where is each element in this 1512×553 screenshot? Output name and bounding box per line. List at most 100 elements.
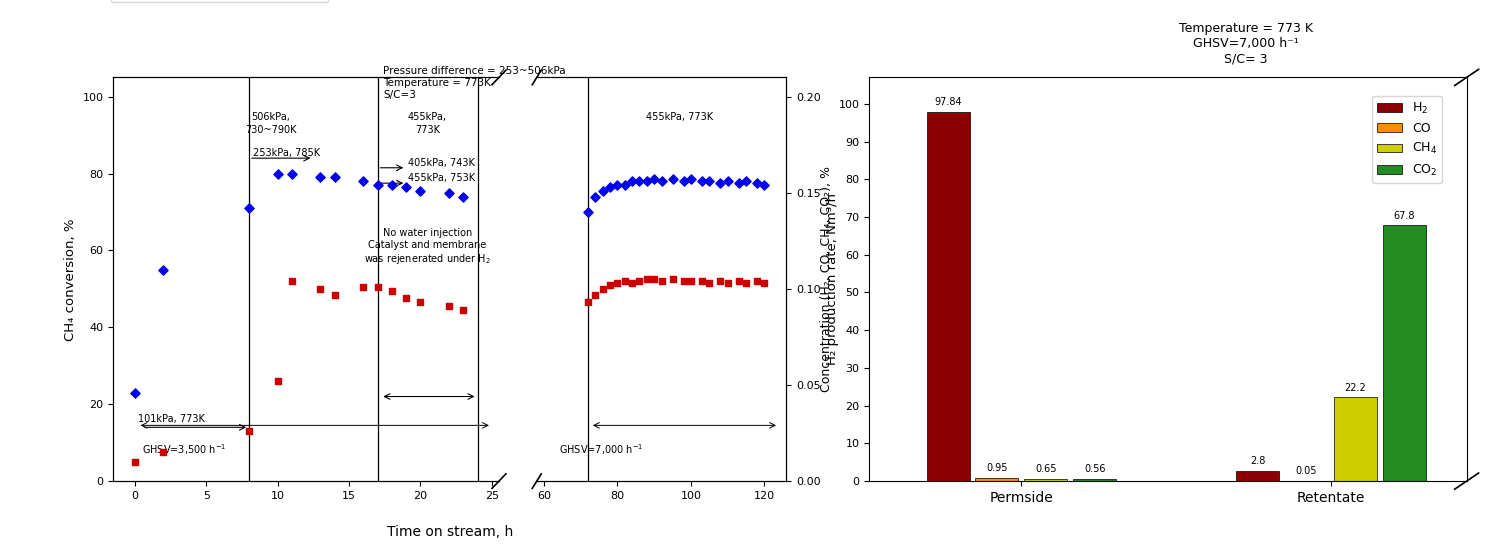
Point xyxy=(679,175,703,184)
Text: 455kPa,: 455kPa, xyxy=(408,112,448,122)
Bar xyxy=(1334,398,1377,481)
Text: Temperature = 773 K
GHSV=7,000 h⁻¹
S/C= 3: Temperature = 773 K GHSV=7,000 h⁻¹ S/C= … xyxy=(1179,22,1312,65)
Point xyxy=(689,276,714,285)
Text: 455kPa, 773K: 455kPa, 773K xyxy=(646,112,714,122)
Text: 101kPa, 773K: 101kPa, 773K xyxy=(138,414,204,424)
Point xyxy=(733,177,758,186)
Point xyxy=(679,276,703,285)
Point xyxy=(322,173,346,182)
Text: 455kPa, 753K: 455kPa, 753K xyxy=(408,173,475,183)
Point xyxy=(635,275,659,284)
Point xyxy=(697,177,721,186)
Point xyxy=(643,175,667,184)
Point xyxy=(671,177,696,186)
Bar xyxy=(1024,479,1067,481)
Text: 97.84: 97.84 xyxy=(934,97,962,107)
Point xyxy=(151,265,175,274)
Legend: CH$_4$ conversion, H$_2$ production rate in perm-side: CH$_4$ conversion, H$_2$ production rate… xyxy=(112,0,328,2)
Point xyxy=(308,173,333,182)
Text: 253kPa, 785K: 253kPa, 785K xyxy=(254,148,321,158)
Point xyxy=(266,169,290,178)
Point xyxy=(745,276,770,285)
Text: 0.95: 0.95 xyxy=(986,463,1007,473)
Point xyxy=(122,457,147,466)
Point xyxy=(591,284,615,293)
Y-axis label: CH₄ conversion, %: CH₄ conversion, % xyxy=(64,218,77,341)
Text: 0.65: 0.65 xyxy=(1036,464,1057,474)
Point xyxy=(726,179,750,187)
Point xyxy=(351,283,375,291)
Point xyxy=(650,177,674,186)
Bar xyxy=(1382,225,1426,481)
Point xyxy=(280,169,304,178)
Point xyxy=(366,181,390,190)
Point xyxy=(751,181,776,190)
Point xyxy=(437,302,461,311)
Bar xyxy=(1237,471,1279,481)
Point xyxy=(612,181,637,190)
Point xyxy=(661,175,685,184)
Point xyxy=(366,283,390,291)
Point xyxy=(395,294,419,303)
Bar xyxy=(975,478,1019,481)
Point xyxy=(599,280,623,289)
Point xyxy=(151,448,175,457)
Point xyxy=(451,192,475,201)
Point xyxy=(627,177,652,186)
Point xyxy=(584,290,608,299)
Point xyxy=(408,298,432,307)
Point xyxy=(671,276,696,285)
Point xyxy=(620,177,644,186)
Text: 0.56: 0.56 xyxy=(1084,465,1105,474)
Point xyxy=(612,276,637,285)
Point xyxy=(697,279,721,288)
Point xyxy=(635,177,659,186)
Point xyxy=(322,290,346,299)
Text: 0.05: 0.05 xyxy=(1296,466,1317,476)
Text: 2.8: 2.8 xyxy=(1250,456,1266,466)
Point xyxy=(351,177,375,186)
Text: 506kPa,: 506kPa, xyxy=(251,112,290,122)
Bar xyxy=(927,112,969,481)
Point xyxy=(437,189,461,197)
Point xyxy=(726,276,750,285)
Point xyxy=(395,182,419,191)
Point xyxy=(408,186,432,195)
Point xyxy=(661,275,685,284)
Text: Time on stream, h: Time on stream, h xyxy=(387,525,513,539)
Point xyxy=(751,279,776,288)
Point xyxy=(620,279,644,288)
Point xyxy=(237,204,262,212)
Point xyxy=(308,284,333,293)
Text: 405kPa, 743K: 405kPa, 743K xyxy=(408,158,475,168)
Point xyxy=(627,276,652,285)
Point xyxy=(122,388,147,397)
Text: 773K: 773K xyxy=(416,125,440,135)
Point xyxy=(715,279,739,288)
Text: GHSV=7,000 h$^{-1}$: GHSV=7,000 h$^{-1}$ xyxy=(559,442,643,457)
Text: Pressure difference = 253~506kPa
Temperature = 773K
S/C=3: Pressure difference = 253~506kPa Tempera… xyxy=(384,66,565,100)
Point xyxy=(605,181,629,190)
Legend: H$_2$, CO, CH$_4$, CO$_2$: H$_2$, CO, CH$_4$, CO$_2$ xyxy=(1373,96,1442,183)
Point xyxy=(237,427,262,436)
Point xyxy=(745,179,770,187)
Point xyxy=(599,182,623,191)
Point xyxy=(576,207,600,216)
Point xyxy=(280,276,304,285)
Text: 67.8: 67.8 xyxy=(1394,211,1415,221)
Y-axis label: Concentration (H₂, CO, CH₄, CO₂), %: Concentration (H₂, CO, CH₄, CO₂), % xyxy=(820,166,833,392)
Point xyxy=(650,276,674,285)
Point xyxy=(380,181,404,190)
Point xyxy=(643,275,667,284)
Point xyxy=(451,306,475,315)
Point xyxy=(715,177,739,186)
Text: No water injection
Catalyst and membrane
was rejenerated under H$_2$: No water injection Catalyst and membrane… xyxy=(364,228,491,266)
Text: 22.2: 22.2 xyxy=(1344,383,1367,393)
Point xyxy=(380,286,404,295)
Y-axis label: H₂ production rate, Nm³/h: H₂ production rate, Nm³/h xyxy=(826,193,839,366)
Point xyxy=(733,279,758,288)
Point xyxy=(708,179,732,187)
Point xyxy=(576,298,600,307)
Text: 730~790K: 730~790K xyxy=(245,125,296,135)
Point xyxy=(584,192,608,201)
